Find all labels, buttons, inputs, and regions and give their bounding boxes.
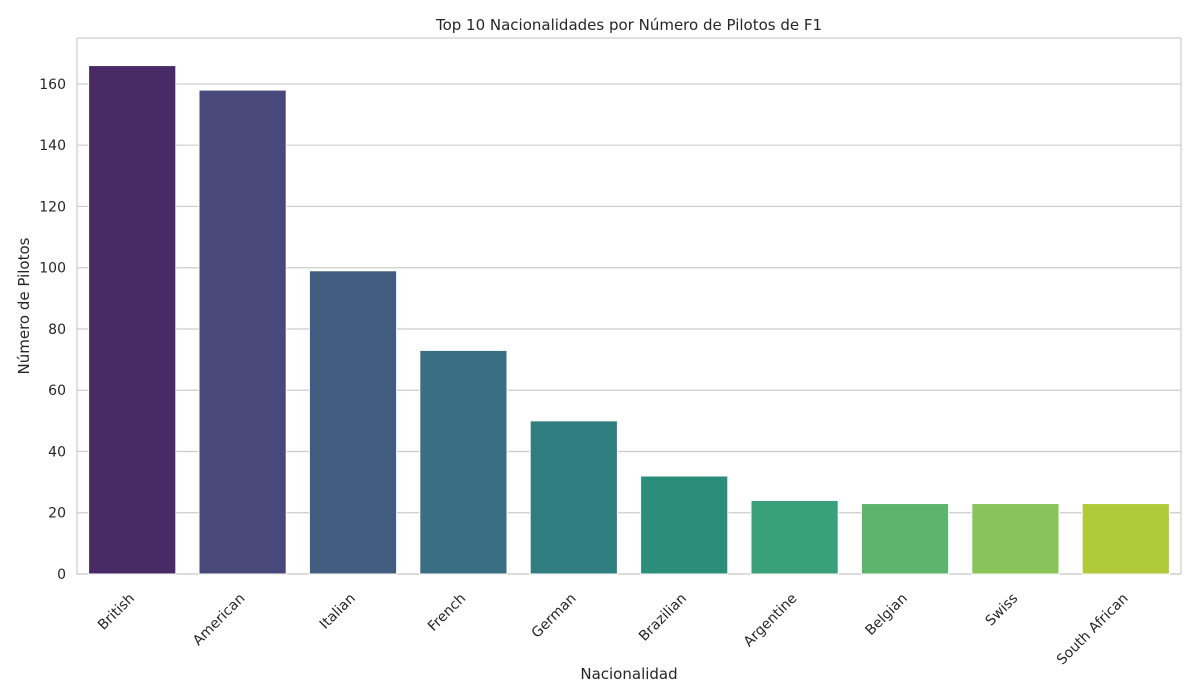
bar-south-african — [1081, 503, 1170, 575]
bar-swiss — [971, 503, 1060, 575]
y-tick-label: 40 — [48, 444, 66, 460]
y-tick-label: 0 — [57, 567, 66, 583]
y-tick-label: 20 — [48, 506, 66, 522]
x-tick-label: American — [190, 591, 248, 649]
y-tick-label: 140 — [39, 138, 66, 154]
bars — [88, 65, 1170, 575]
y-axis-title: Número de Pilotos — [15, 237, 33, 374]
x-tick-label: Argentine — [741, 591, 801, 651]
x-axis-title: Nacionalidad — [580, 665, 677, 683]
x-tick-label: German — [529, 591, 580, 642]
bar-french — [419, 349, 508, 575]
y-axis-ticks: 0 20 40 60 80 100 120 140 160 — [39, 77, 66, 583]
x-tick-label: South African — [1054, 591, 1132, 669]
y-tick-label: 160 — [39, 77, 66, 93]
bar-belgian — [860, 503, 950, 575]
y-tick-label: 120 — [39, 199, 66, 215]
x-tick-label: French — [425, 591, 469, 635]
x-tick-label: Belgian — [863, 591, 911, 639]
y-tick-label: 100 — [39, 261, 66, 277]
x-tick-label: British — [95, 591, 138, 634]
bar-brazilian — [640, 475, 729, 575]
x-tick-label: Italian — [317, 591, 359, 633]
bar-german — [529, 420, 618, 575]
x-axis-ticks: British American Italian French German Brazil… — [95, 591, 1132, 669]
bar-italian — [308, 270, 398, 575]
x-tick-label: Swiss — [982, 591, 1021, 630]
y-tick-label: 80 — [48, 322, 66, 338]
bar-british — [88, 65, 177, 575]
chart-title: Top 10 Nacionalidades por Número de Pilo… — [435, 16, 822, 34]
y-tick-label: 60 — [48, 383, 66, 399]
bar-argentine — [750, 499, 839, 575]
x-tick-label: Brazilian — [636, 591, 690, 645]
bar-american — [198, 89, 287, 575]
